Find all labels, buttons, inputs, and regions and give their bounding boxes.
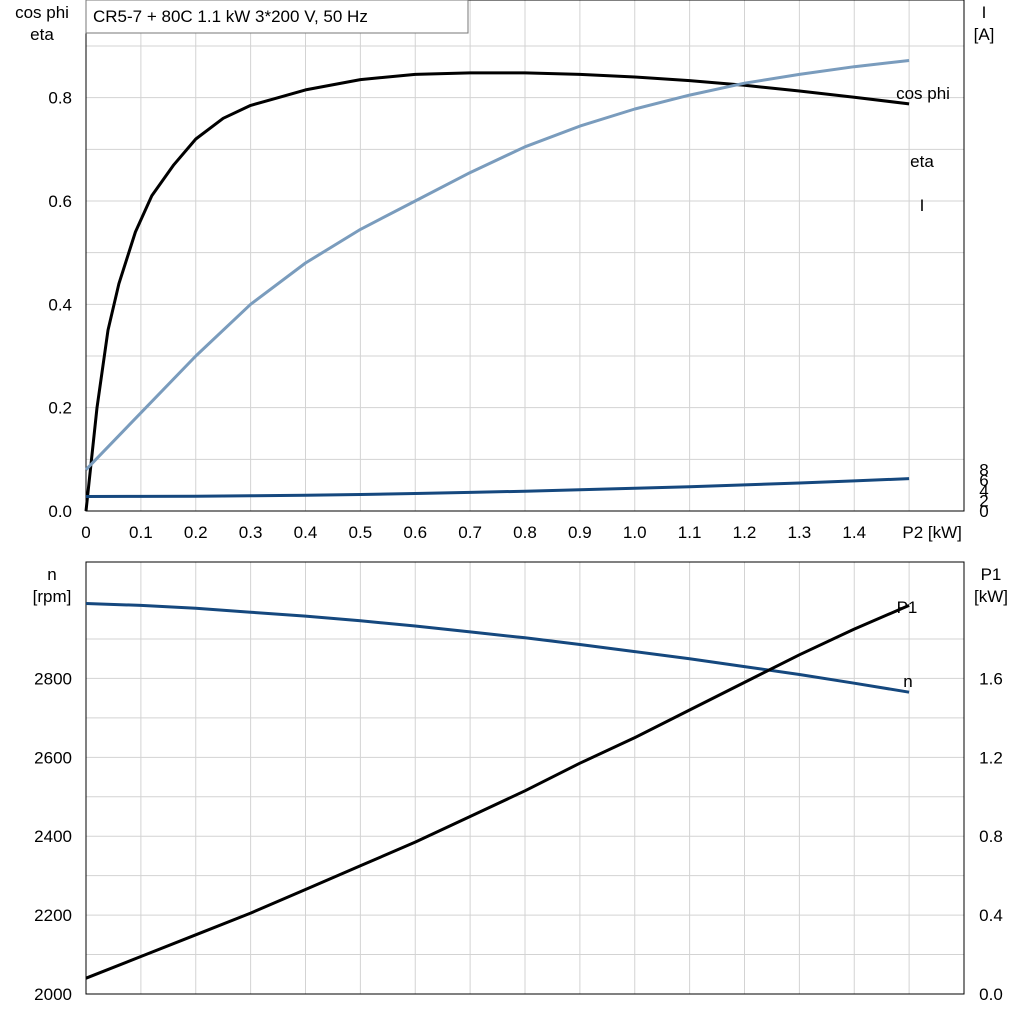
top-left-tick-label: 0.6 (48, 192, 72, 211)
bottom-right-axis-label-1: P1 (981, 565, 1002, 584)
efficiency-current-chart: 0 0.1 0.2 0.3 0.4 0.5 0.6 0.7 0.8 0.9 1.0 1.1 1.2 1.3… (15, 0, 994, 542)
bottom-left-tick-label: 2600 (34, 748, 72, 767)
top-x-tick-labels: 0 0.1 0.2 0.3 0.4 0.5 0.6 0.7 0.8 0.9 1.0 1.1 1.2 1.3… (81, 523, 962, 542)
eta-curve (84, 71, 910, 512)
bottom-right-axis-label-2: [kW] (974, 587, 1008, 606)
chart-title: CR5-7 + 80C 1.1 kW 3*200 V, 50 Hz (93, 7, 368, 26)
top-plot-frame (85, 0, 965, 512)
top-grid (86, 0, 964, 511)
bottom-left-axis-label-2: [rpm] (33, 587, 72, 606)
bottom-right-tick-label: 1.2 (979, 748, 1003, 767)
bottom-plot-frame (85, 561, 965, 995)
top-x-tick-label: 0.9 (568, 523, 592, 542)
power-input-curve (85, 604, 910, 980)
top-x-tick-label: 1.2 (733, 523, 757, 542)
speed-power-chart: 2000 2200 2400 2600 2800 0.0 0.4 0.8 1.2 1.6 n [… (33, 561, 1008, 1004)
current-curve (85, 477, 910, 498)
top-x-tick-label: 0.4 (294, 523, 318, 542)
bottom-left-tick-label: 2400 (34, 827, 72, 846)
top-series-lines (84, 59, 910, 512)
top-left-tick-label: 0.8 (48, 89, 72, 108)
top-x-tick-label: 0.3 (239, 523, 263, 542)
title-box (85, 0, 469, 34)
top-right-tick-label: 4 (979, 481, 988, 500)
series-label-eta: eta (910, 152, 934, 171)
top-x-tick-label: 1.0 (623, 523, 647, 542)
bottom-grid (86, 562, 964, 994)
series-label-n: n (903, 672, 912, 691)
bottom-left-tick-label: 2000 (34, 985, 72, 1004)
top-left-tick-label: 0.4 (48, 295, 72, 314)
top-left-axis-label-1: cos phi (15, 3, 69, 22)
top-right-tick-label: 6 (979, 471, 988, 490)
top-x-tick-label: 0 (81, 523, 90, 542)
bottom-series-lines (85, 602, 910, 980)
cos-phi-curve (84, 59, 910, 471)
top-right-tick-label: 0 (979, 502, 988, 521)
top-x-tick-label: 0.8 (513, 523, 537, 542)
bottom-left-tick-label: 2800 (34, 669, 72, 688)
series-label-cos-phi: cos phi (896, 84, 950, 103)
top-x-tick-label: 0.1 (129, 523, 153, 542)
top-left-tick-label: 0.0 (48, 502, 72, 521)
speed-curve (85, 602, 910, 694)
bottom-left-tick-label: 2200 (34, 906, 72, 925)
top-x-tick-label: 0.5 (349, 523, 373, 542)
top-right-tick-label: 8 (979, 461, 988, 480)
top-left-axis-label-2: eta (30, 25, 54, 44)
bottom-right-tick-labels: 0.0 0.4 0.8 1.2 1.6 (979, 669, 1003, 1004)
top-x-tick-label: 0.6 (403, 523, 427, 542)
bottom-right-tick-label: 0.0 (979, 985, 1003, 1004)
top-right-tick-label: 2 (979, 492, 988, 511)
top-x-tick-label: 1.1 (678, 523, 702, 542)
top-right-axis-label-1: I (982, 3, 987, 22)
series-label-p1: P1 (897, 598, 918, 617)
top-right-axis-label-2: [A] (974, 25, 995, 44)
bottom-right-tick-label: 0.4 (979, 906, 1003, 925)
top-left-tick-labels: 0.0 0.2 0.4 0.6 0.8 (48, 89, 72, 521)
top-x-tick-label: 0.7 (458, 523, 482, 542)
bottom-right-tick-label: 1.6 (979, 669, 1003, 688)
top-x-tick-label: P2 [kW] (902, 523, 962, 542)
top-x-tick-label: 0.2 (184, 523, 208, 542)
top-x-tick-label: 1.4 (842, 523, 866, 542)
top-x-tick-label: 1.3 (788, 523, 812, 542)
bottom-left-tick-labels: 2000 2200 2400 2600 2800 (34, 669, 72, 1004)
top-left-tick-label: 0.2 (48, 399, 72, 418)
bottom-left-axis-label-1: n (47, 565, 56, 584)
bottom-right-tick-label: 0.8 (979, 827, 1003, 846)
series-label-current: I (920, 196, 925, 215)
